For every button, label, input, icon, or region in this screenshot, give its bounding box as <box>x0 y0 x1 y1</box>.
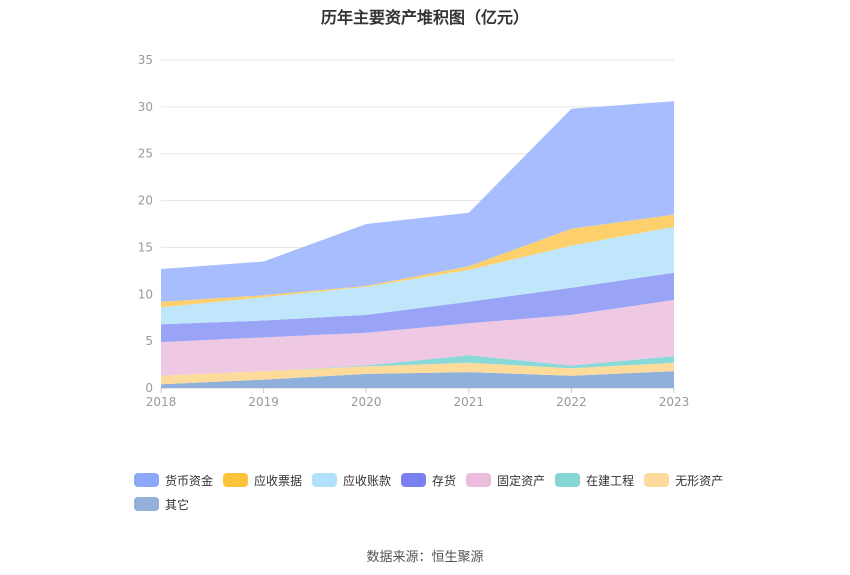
legend-swatch <box>644 473 670 487</box>
y-tick-label: 20 <box>138 194 153 208</box>
area-series-0 <box>161 371 674 388</box>
data-source: 数据来源：恒生聚源 <box>366 550 484 565</box>
x-tick-label: 2018 <box>146 395 177 409</box>
area-series-7 <box>161 101 674 302</box>
legend-item-1[interactable]: 应收票据 <box>223 472 302 488</box>
legend-swatch <box>134 497 159 511</box>
y-tick-label: 15 <box>138 240 153 254</box>
legend-item-4[interactable]: 固定资产 <box>466 472 545 488</box>
legend-swatch <box>312 473 338 487</box>
stacked-area-chart: 0 5 10 15 20 25 30 35 2018 2019 2020 2021 2022 2023 <box>138 53 690 409</box>
y-tick-label: 25 <box>138 147 153 161</box>
legend-label: 应收票据 <box>254 473 303 488</box>
y-tick-label: 5 <box>145 334 153 348</box>
legend-swatch <box>466 473 492 487</box>
legend-label: 其它 <box>165 497 190 512</box>
legend-item-3[interactable]: 存货 <box>401 472 456 488</box>
legend-swatch <box>555 473 581 487</box>
area-series-6 <box>161 214 674 308</box>
legend-swatch <box>401 473 427 487</box>
x-tick-label: 2021 <box>454 395 485 409</box>
area-series-5 <box>161 226 674 325</box>
x-tick-label: 2019 <box>248 395 279 409</box>
area-series-3 <box>161 299 674 376</box>
legend-item-7[interactable]: 其它 <box>134 496 189 512</box>
y-tick-label: 0 <box>145 381 153 395</box>
legend-label: 在建工程 <box>586 473 635 488</box>
legend-item-6[interactable]: 无形资产 <box>644 472 723 488</box>
legend: 货币资金 应收票据 应收账款 存货 固定资产 在建工程 无形资产其它 <box>134 472 734 512</box>
legend-swatch <box>223 473 249 487</box>
legend-label: 应收账款 <box>343 473 392 488</box>
area-series-4 <box>161 272 674 343</box>
legend-item-0[interactable]: 货币资金 <box>134 472 213 488</box>
legend-item-2[interactable]: 应收账款 <box>312 472 391 488</box>
x-tick-label: 2023 <box>659 395 690 409</box>
x-tick-label: 2020 <box>351 395 382 409</box>
legend-label: 无形资产 <box>675 473 724 488</box>
x-tick-label: 2022 <box>556 395 587 409</box>
legend-label: 货币资金 <box>165 473 214 488</box>
legend-label: 存货 <box>432 473 457 488</box>
legend-item-5[interactable]: 在建工程 <box>555 472 634 488</box>
legend-swatch <box>134 473 159 487</box>
chart-title: 历年主要资产堆积图（亿元） <box>320 8 529 27</box>
area-series-1 <box>161 362 674 385</box>
legend-label: 固定资产 <box>497 473 546 488</box>
y-tick-label: 35 <box>138 53 153 67</box>
y-tick-label: 10 <box>138 287 153 301</box>
y-tick-label: 30 <box>138 100 153 114</box>
